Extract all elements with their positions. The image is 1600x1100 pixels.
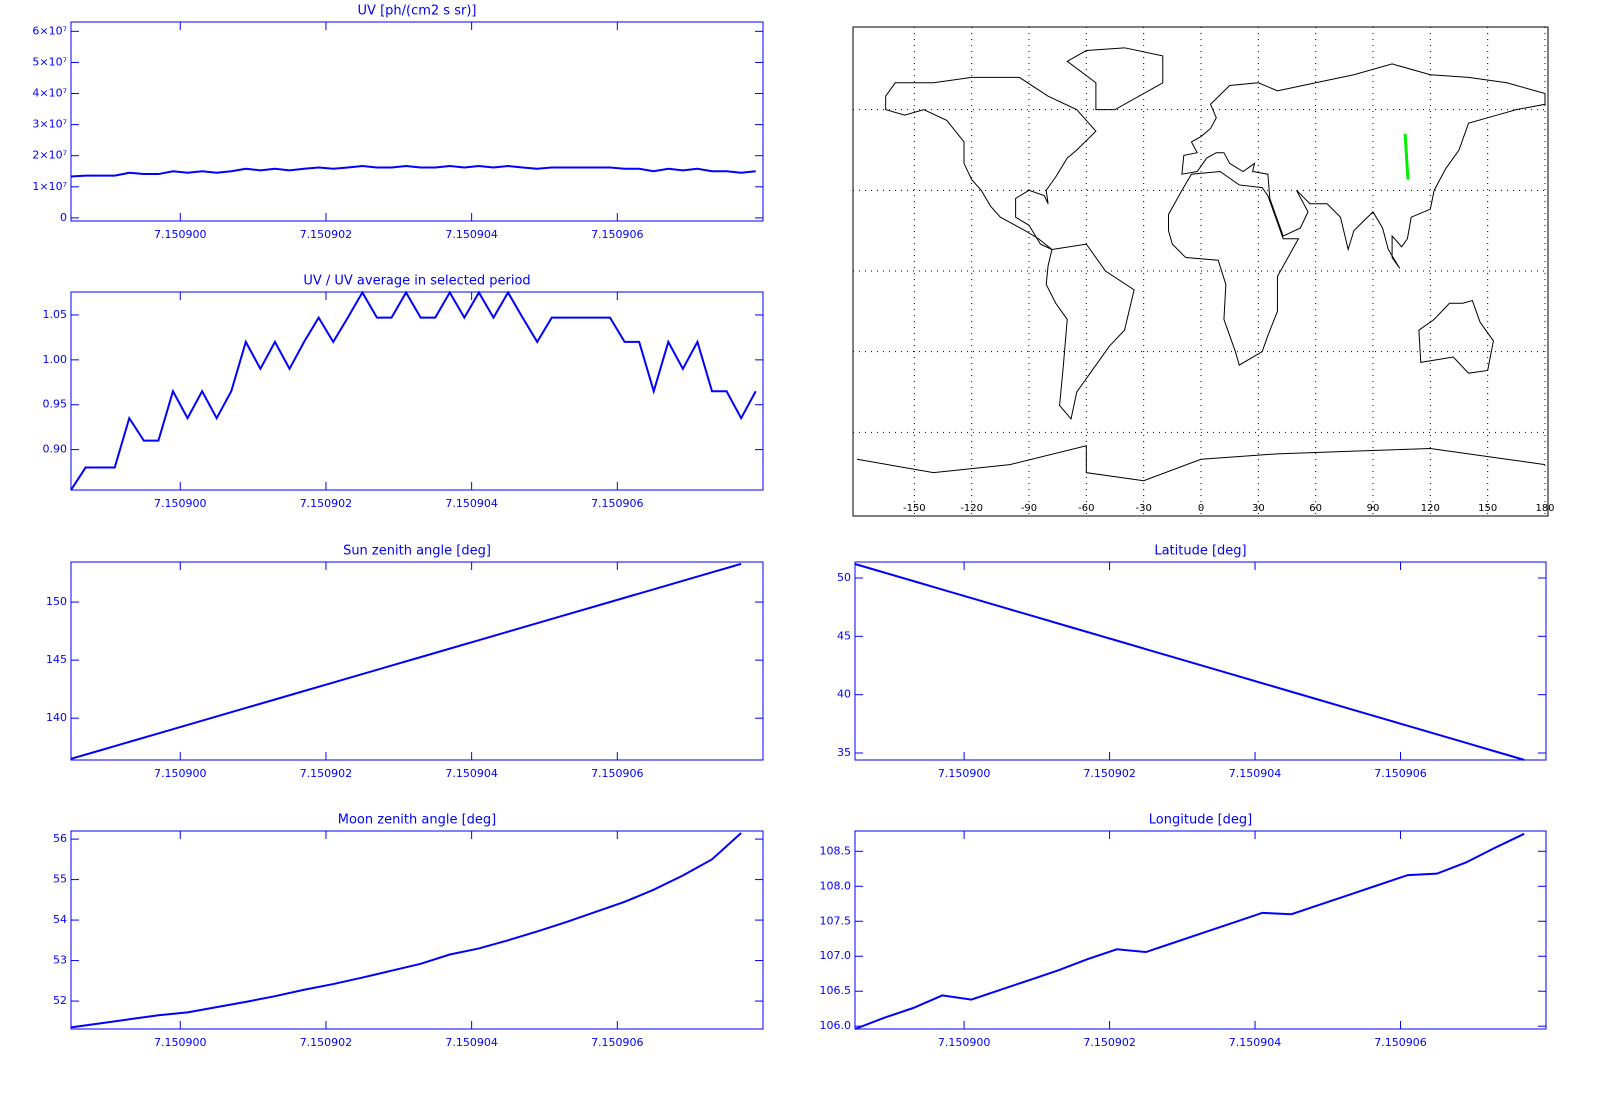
chart-title: Latitude [deg] xyxy=(1154,544,1246,559)
y-tick-label: 35 xyxy=(837,746,851,759)
x-tick-label: -90 xyxy=(1021,503,1037,514)
x-tick-label: 7.150906 xyxy=(1374,767,1427,780)
x-tick-label: 7.150902 xyxy=(1083,1036,1136,1049)
y-tick-label: 108.5 xyxy=(820,844,852,857)
y-tick-label: 1×10⁷ xyxy=(32,180,67,193)
data-line xyxy=(854,563,1525,761)
plot-frame xyxy=(70,291,764,491)
x-tick-label: 30 xyxy=(1252,503,1265,514)
x-tick-label: 180 xyxy=(1535,503,1554,514)
x-tick-label: 7.150902 xyxy=(300,497,353,510)
chart-title: Longitude [deg] xyxy=(1149,813,1252,828)
y-tick-label: 0.95 xyxy=(43,398,68,411)
plot-frame xyxy=(70,561,764,761)
x-tick-label: 7.150900 xyxy=(154,497,207,510)
y-tick-label: 54 xyxy=(53,913,67,926)
data-line xyxy=(70,832,742,1029)
y-tick-label: 56 xyxy=(53,832,67,845)
y-tick-label: 106.0 xyxy=(820,1019,852,1032)
x-tick-label: 7.150906 xyxy=(591,1036,644,1049)
coastline xyxy=(1419,301,1494,374)
y-tick-label: 107.5 xyxy=(820,914,852,927)
y-tick-label: 0.90 xyxy=(43,443,68,456)
y-tick-label: 4×10⁷ xyxy=(32,87,67,100)
x-tick-label: 7.150904 xyxy=(1229,767,1282,780)
chart-title: Moon zenith angle [deg] xyxy=(338,813,496,828)
coastline xyxy=(1182,64,1545,268)
y-tick-label: 1.05 xyxy=(43,308,68,321)
data-line xyxy=(854,832,1525,1030)
y-tick-label: 53 xyxy=(53,954,67,967)
x-tick-label: 150 xyxy=(1478,503,1497,514)
x-tick-label: 7.150900 xyxy=(154,767,207,780)
y-tick-label: 40 xyxy=(837,688,851,701)
chart-title: UV / UV average in selected period xyxy=(303,274,530,289)
coastline xyxy=(886,77,1096,249)
y-tick-label: 2×10⁷ xyxy=(32,149,67,162)
coastline xyxy=(1169,172,1299,366)
x-tick-label: 7.150900 xyxy=(154,228,207,241)
x-tick-label: -60 xyxy=(1078,503,1094,514)
x-tick-label: 7.150900 xyxy=(938,1036,991,1049)
x-tick-label: 7.150904 xyxy=(445,767,498,780)
plot-frame xyxy=(854,561,1547,761)
x-tick-label: 7.150902 xyxy=(300,228,353,241)
x-tick-label: 7.150900 xyxy=(154,1036,207,1049)
data-line xyxy=(70,164,756,178)
x-tick-label: 7.150906 xyxy=(591,497,644,510)
y-tick-label: 52 xyxy=(53,994,67,1007)
y-tick-label: 107.0 xyxy=(820,949,852,962)
plot-frame xyxy=(70,830,764,1030)
x-tick-label: -150 xyxy=(903,503,926,514)
y-tick-label: 108.0 xyxy=(820,879,852,892)
y-tick-label: 6×10⁷ xyxy=(32,24,67,37)
x-tick-label: 7.150904 xyxy=(1229,1036,1282,1049)
x-tick-label: 0 xyxy=(1198,503,1204,514)
x-tick-label: 7.150902 xyxy=(300,1036,353,1049)
x-tick-label: 7.150904 xyxy=(445,497,498,510)
y-tick-label: 150 xyxy=(46,595,67,608)
plot-frame xyxy=(854,830,1547,1030)
x-tick-label: 7.150902 xyxy=(300,767,353,780)
x-tick-label: -30 xyxy=(1135,503,1151,514)
data-line xyxy=(70,562,742,760)
y-tick-label: 50 xyxy=(837,571,851,584)
track xyxy=(1403,133,1410,180)
y-tick-label: 3×10⁷ xyxy=(32,118,67,131)
y-tick-label: 45 xyxy=(837,629,851,642)
x-tick-label: 7.150904 xyxy=(445,1036,498,1049)
x-tick-label: 7.150906 xyxy=(1374,1036,1427,1049)
x-tick-label: 90 xyxy=(1367,503,1380,514)
x-tick-label: 120 xyxy=(1421,503,1440,514)
x-tick-label: 60 xyxy=(1309,503,1322,514)
x-tick-label: -120 xyxy=(960,503,983,514)
x-tick-label: 7.150900 xyxy=(938,767,991,780)
data-line xyxy=(70,290,757,491)
x-tick-label: 7.150906 xyxy=(591,767,644,780)
coastline xyxy=(1046,244,1134,419)
coastline xyxy=(857,446,1545,481)
chart-title: Sun zenith angle [deg] xyxy=(343,544,491,559)
chart-title: UV [ph/(cm2 s sr)] xyxy=(358,4,477,19)
y-tick-label: 140 xyxy=(46,711,67,724)
y-tick-label: 106.5 xyxy=(820,984,852,997)
y-tick-label: 1.00 xyxy=(43,353,68,366)
y-tick-label: 5×10⁷ xyxy=(32,55,67,68)
y-tick-label: 145 xyxy=(46,653,67,666)
x-tick-label: 7.150902 xyxy=(1083,767,1136,780)
y-tick-label: 0 xyxy=(60,211,67,224)
coastlines xyxy=(857,48,1545,481)
x-tick-label: 7.150906 xyxy=(591,228,644,241)
plot-frame xyxy=(70,21,764,222)
y-tick-label: 55 xyxy=(53,873,67,886)
x-tick-label: 7.150904 xyxy=(445,228,498,241)
